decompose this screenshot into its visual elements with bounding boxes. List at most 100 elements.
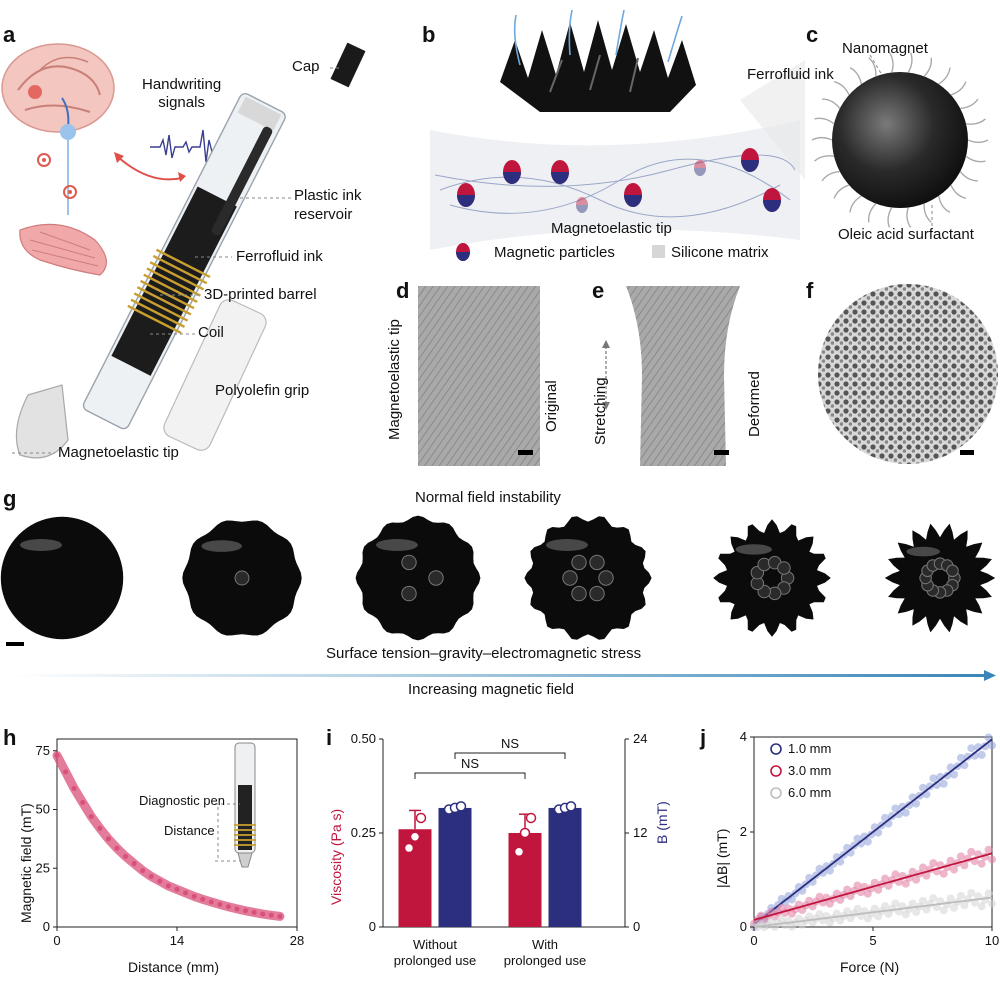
x-tick-label: 0 <box>750 933 757 948</box>
data-point <box>901 808 910 817</box>
data-point <box>967 888 976 897</box>
data-point <box>818 868 827 877</box>
data-point <box>157 878 163 884</box>
ferrofluid-drop-1 <box>0 516 124 640</box>
x-tick-label: 28 <box>290 933 304 948</box>
data-point <box>988 741 996 750</box>
viscosity-bar <box>398 829 432 927</box>
data-point <box>843 885 852 894</box>
panel-d-tip-label: Magnetoelastic tip <box>386 319 403 440</box>
data-point <box>960 861 969 870</box>
significance-label: NS <box>501 736 519 751</box>
data-point <box>853 904 862 913</box>
y-tick-label: 0 <box>43 919 50 934</box>
data-point <box>88 814 94 820</box>
data-point <box>919 896 928 905</box>
field-bar <box>548 807 582 927</box>
data-point <box>54 752 60 758</box>
data-point <box>71 785 77 791</box>
data-point <box>208 899 214 905</box>
data-point <box>105 836 111 842</box>
data-point <box>243 908 249 914</box>
panel-i-ylabel-right: B (mT) <box>654 801 670 844</box>
panel-g-title: Normal field instability <box>415 489 561 506</box>
ferrofluid-drop-6 <box>884 523 996 633</box>
data-point <box>881 874 890 883</box>
data-point <box>870 904 879 913</box>
magnetoelastic-tip-label-b: Magnetoelastic tip <box>551 220 672 237</box>
data-point <box>967 847 976 856</box>
x-tick-label: 5 <box>869 933 876 948</box>
data-point <box>984 889 993 898</box>
data-point <box>183 890 189 896</box>
surfactant-chains <box>811 52 989 228</box>
data-point <box>901 879 910 888</box>
panel-label-g: g <box>3 486 17 511</box>
y-tick-left: 0.50 <box>351 731 376 746</box>
pen-cap-drawing <box>330 42 366 88</box>
data-point <box>891 870 900 879</box>
panel-label-i: i <box>326 725 333 750</box>
increasing-field-arrow <box>10 674 985 677</box>
y-tick-label: 75 <box>36 743 50 758</box>
category-label: prolonged use <box>504 953 586 968</box>
data-point <box>946 856 955 865</box>
legend-marker <box>770 765 782 777</box>
category-label: Without <box>413 937 457 952</box>
handwriting-signals-label: Handwriting signals <box>142 76 222 111</box>
diagnostic-pen-drawing <box>82 93 286 430</box>
inset-pen-drawing <box>215 742 256 868</box>
y-tick-right: 0 <box>633 919 640 934</box>
data-point <box>988 855 996 864</box>
category-label: With <box>532 937 558 952</box>
y-tick-label: 2 <box>740 824 747 839</box>
panel-label-j: j <box>700 725 707 750</box>
field-point <box>565 801 577 812</box>
data-point <box>863 837 872 846</box>
data-point <box>174 886 180 892</box>
significance-label: NS <box>461 756 479 771</box>
data-point <box>165 883 171 889</box>
data-point <box>825 866 834 875</box>
polyolefin-grip-drawing <box>163 299 267 451</box>
legend-label: 3.0 mm <box>788 763 831 778</box>
y-tick-label: 0 <box>740 919 747 934</box>
panel-a-illustration <box>1 42 366 459</box>
panel-h-chart: 0 14 28 0 25 50 75 <box>36 738 304 948</box>
panel-label-d: d <box>396 278 410 303</box>
fit-line <box>753 896 993 928</box>
legend-silicone-matrix-swatch <box>652 245 665 258</box>
data-point <box>984 845 993 854</box>
legend-marker <box>770 787 782 799</box>
data-point <box>939 779 948 788</box>
data-point <box>268 912 274 918</box>
data-point <box>908 867 917 876</box>
data-point <box>815 892 824 901</box>
panel-e-micrograph <box>626 286 740 466</box>
data-point <box>234 906 240 912</box>
data-point <box>908 899 917 908</box>
neuron-illustration <box>37 124 77 215</box>
fit-line <box>753 738 993 926</box>
legend-marker <box>770 743 782 755</box>
data-point <box>815 910 824 919</box>
viscosity-point <box>513 846 525 858</box>
ferrofluid-drop-4 <box>524 516 652 640</box>
nanomagnet-label: Nanomagnet <box>842 40 928 57</box>
panel-label-c: c <box>806 22 819 47</box>
panel-label-b: b <box>422 22 436 47</box>
panel-g-subtitle: Surface tension–gravity–electromagnetic … <box>326 645 642 662</box>
panel-e-deformed-label: Deformed <box>746 371 763 437</box>
brain-illustration <box>1 43 115 133</box>
field-point <box>455 801 467 812</box>
viscosity-point <box>525 812 537 824</box>
panel-g-sequence <box>0 515 996 681</box>
significance-bracket <box>414 772 526 779</box>
data-point <box>856 839 865 848</box>
plastic-ink-reservoir-label: Plastic ink reservoir <box>294 187 362 223</box>
data-point <box>97 825 103 831</box>
y-tick-label: 25 <box>36 860 50 875</box>
data-point <box>919 783 928 792</box>
x-tick-label: 0 <box>53 933 60 948</box>
data-point <box>843 907 852 916</box>
